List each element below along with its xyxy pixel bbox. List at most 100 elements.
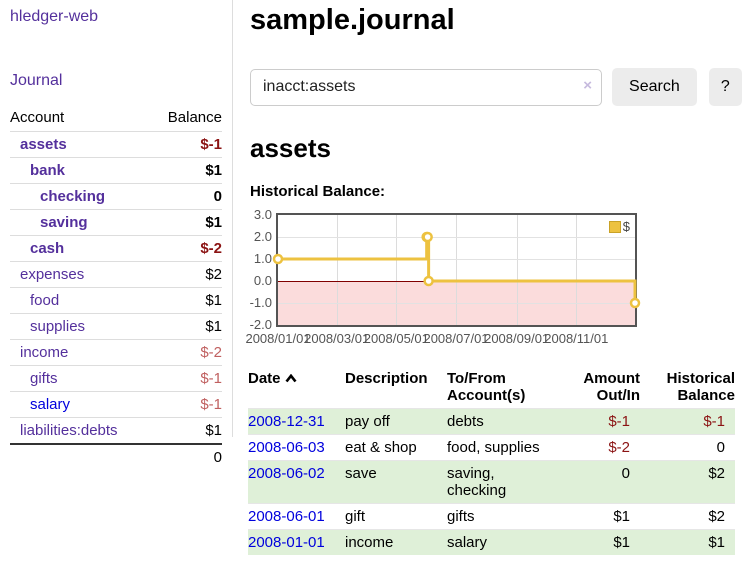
account-link[interactable]: supplies (30, 318, 86, 335)
account-row: liabilities:debts $1 (10, 417, 222, 445)
accounts-tbody: assets $-1 bank $1 checking 0 saving $1 … (10, 131, 222, 445)
chart-y-tick-label: 3.0 (253, 207, 272, 222)
register-row: 2008-06-01 gift gifts $1 $2 (248, 503, 735, 530)
account-row: gifts $-1 (10, 365, 222, 392)
account-balance: $1 (205, 318, 222, 335)
account-link[interactable]: bank (30, 162, 66, 179)
transaction-description: save (345, 465, 377, 482)
chart-y-tick-label: 2.0 (253, 229, 272, 244)
transaction-date-link[interactable]: 2008-06-01 (248, 508, 325, 525)
account-balance: $2 (205, 266, 222, 283)
account-link[interactable]: gifts (30, 370, 58, 387)
register-row: 2008-06-02 save saving, checking 0 $2 (248, 460, 735, 504)
account-row: cash $-2 (10, 235, 222, 262)
chart-title: Historical Balance: (250, 183, 386, 200)
register-col-date[interactable]: Date (248, 366, 345, 409)
legend-label: $ (622, 219, 630, 234)
transaction-amount: 0 (621, 465, 630, 482)
transaction-description: gift (345, 508, 366, 525)
chart-x-tick-label: 2008/05/01 (363, 331, 429, 346)
chart-x-tick-label: 2008/07/01 (423, 331, 489, 346)
accounts-col-balance: Balance (167, 109, 222, 126)
transaction-amount: $-2 (608, 439, 630, 456)
chart-y-tick-label: 0.0 (253, 273, 272, 288)
chart-gridline (278, 237, 635, 238)
account-balance: $1 (205, 292, 222, 309)
register-row: 2008-12-31 pay off debts $-1 $-1 (248, 408, 735, 435)
chart-y-tick-label: 1.0 (253, 251, 272, 266)
transaction-description: pay off (345, 413, 390, 430)
transaction-date-link[interactable]: 2008-12-31 (248, 413, 325, 430)
chart-series-line (272, 231, 641, 309)
account-row: food $1 (10, 287, 222, 314)
search-input[interactable] (250, 68, 603, 106)
transaction-description: income (345, 534, 394, 551)
register-col-amount: Amount Out/In (583, 370, 640, 404)
chart-y-tick-label: -1.0 (249, 295, 272, 310)
transaction-amount: $-1 (608, 413, 630, 430)
account-row: assets $-1 (10, 131, 222, 158)
account-balance: $-1 (200, 370, 222, 387)
account-link[interactable]: cash (30, 240, 65, 257)
account-row: supplies $1 (10, 313, 222, 340)
chart-x-tick-label: 2008/09/01 (484, 331, 550, 346)
transaction-description: eat & shop (345, 439, 417, 456)
accounts-total-value: 0 (213, 449, 222, 466)
legend-swatch-icon (608, 220, 621, 233)
transaction-accounts: saving, checking (447, 465, 507, 499)
chart-data-point[interactable] (629, 297, 641, 309)
help-button[interactable]: ? (708, 68, 742, 106)
chart-gridline (516, 215, 518, 325)
chart-gridline (336, 215, 338, 325)
account-link[interactable]: expenses (20, 266, 85, 283)
register-col-balance: Historical Balance (666, 370, 735, 404)
chart-x-tick-label: 2008/03/01 (304, 331, 370, 346)
account-link[interactable]: food (30, 292, 60, 309)
account-link[interactable]: salary (30, 396, 71, 413)
search-button[interactable]: Search (612, 68, 697, 106)
chart-y-tick-label: -2.0 (249, 317, 272, 332)
chart-gridline (576, 215, 578, 325)
accounts-col-account: Account (10, 109, 65, 126)
transaction-accounts: gifts (447, 508, 475, 525)
transaction-balance: $1 (708, 534, 725, 551)
clear-search-icon[interactable]: × (583, 76, 593, 94)
transaction-amount: $1 (613, 508, 630, 525)
register-table: Date Description To/From Account(s) Amou… (248, 366, 735, 555)
account-link[interactable]: liabilities:debts (20, 422, 118, 439)
chart-data-point[interactable] (272, 253, 284, 265)
chart-data-point[interactable] (423, 275, 434, 287)
chart-x-tick-label: 2008/11/01 (544, 331, 609, 346)
page-title: sample.journal (250, 4, 455, 36)
account-page-title: assets (250, 133, 331, 163)
chart-gridline (396, 215, 398, 325)
main-content: sample.journal × Search ? assets Histori… (245, 0, 742, 555)
app-brand-link[interactable]: hledger-web (10, 8, 99, 25)
transaction-balance: 0 (716, 439, 725, 456)
account-balance: $-1 (200, 136, 222, 153)
account-link[interactable]: saving (40, 214, 88, 231)
account-row: expenses $2 (10, 261, 222, 288)
account-row: bank $1 (10, 157, 222, 184)
chart-legend: $ (606, 218, 632, 235)
chart-data-point[interactable] (422, 231, 433, 243)
transaction-balance: $-1 (703, 413, 725, 430)
accounts-total-spacer (10, 444, 151, 470)
transaction-date-link[interactable]: 2008-06-03 (248, 439, 325, 456)
sidebar-item-journal[interactable]: Journal (10, 72, 63, 89)
account-balance: $1 (205, 422, 222, 439)
transaction-accounts: salary (447, 534, 488, 551)
transaction-accounts: food, supplies (447, 439, 540, 456)
transaction-date-link[interactable]: 2008-01-01 (248, 534, 325, 551)
account-balance: $-1 (200, 396, 222, 413)
search-form: × Search ? (250, 68, 742, 106)
account-link[interactable]: checking (40, 188, 106, 205)
sidebar: hledger-web Journal Account Balance asse… (0, 0, 233, 466)
register-col-accounts: To/From Account(s) (447, 370, 526, 404)
register-row: 2008-06-03 eat & shop food, supplies $-2… (248, 434, 735, 461)
chart-plot[interactable]: $ (272, 213, 641, 327)
transaction-date-link[interactable]: 2008-06-02 (248, 465, 325, 482)
account-link[interactable]: assets (20, 136, 67, 153)
transaction-balance: $2 (708, 508, 725, 525)
account-link[interactable]: income (20, 344, 69, 361)
